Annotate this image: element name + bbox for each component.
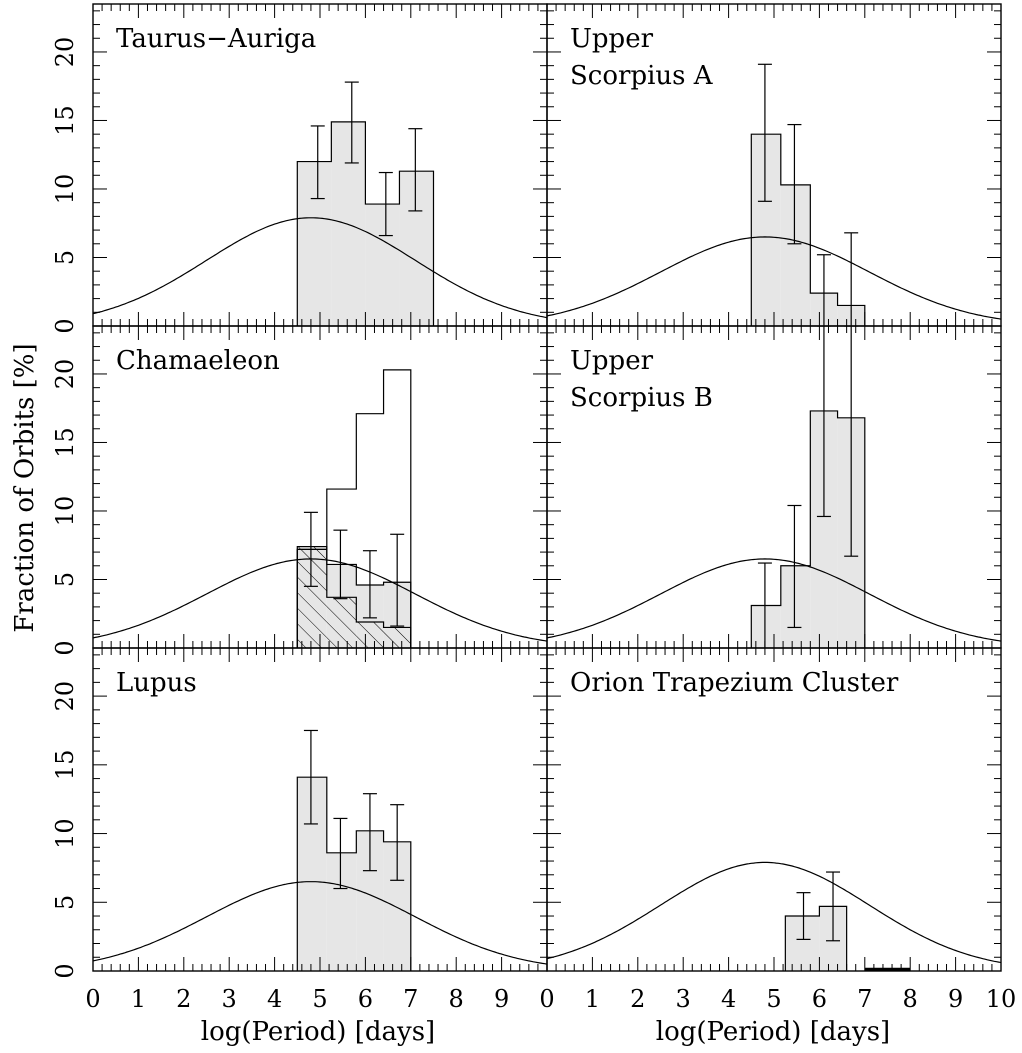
x-tick-label: 1 xyxy=(585,985,600,1013)
panel-2: Upper Scorpius A xyxy=(546,3,1002,327)
histogram-bar xyxy=(751,605,781,648)
x-tick-label: 7 xyxy=(403,985,418,1013)
gaussian-curve xyxy=(93,217,547,319)
histogram-bar xyxy=(297,777,327,971)
x-tick-label: 4 xyxy=(721,985,736,1013)
plot-area xyxy=(547,326,1001,648)
panel-title: Scorpius B xyxy=(570,383,713,413)
x-tick-label: 2 xyxy=(630,985,645,1013)
panel-6: Orion Trapezium Cluster xyxy=(546,647,1002,972)
histogram-bar xyxy=(326,852,357,971)
y-tick-label: 15 xyxy=(51,750,79,781)
y-tick-label: 0 xyxy=(51,318,79,333)
x-tick-label: 2 xyxy=(176,985,191,1013)
y-tick-label: 15 xyxy=(51,427,79,458)
y-tick-labels: 0 5 10 15 20 0 5 10 15 20 0 5 10 15 20 xyxy=(51,37,79,979)
gaussian-curve xyxy=(547,558,1001,642)
plot-area xyxy=(93,81,547,326)
x-tick-label: 6 xyxy=(812,985,827,1013)
y-tick-label: 5 xyxy=(51,250,79,265)
x-tick-label: 5 xyxy=(312,985,327,1013)
y-tick-label: 10 xyxy=(51,818,79,849)
x-tick-label: 0 xyxy=(85,985,100,1013)
x-tick-label: 8 xyxy=(903,985,918,1013)
hatched-bar xyxy=(326,597,357,648)
panel-4: Upper Scorpius B xyxy=(546,325,1002,649)
hatched-outline xyxy=(296,546,412,648)
histogram-outline xyxy=(784,905,848,971)
panel-title: Taurus−Auriga xyxy=(116,24,316,54)
x-tick-label: 4 xyxy=(267,985,282,1013)
histogram-bar xyxy=(780,184,811,326)
histogram-bar xyxy=(399,171,434,326)
panel-5: Lupus xyxy=(92,647,548,972)
x-tick-label: 7 xyxy=(857,985,872,1013)
y-tick-label: 5 xyxy=(51,572,79,587)
upper-histogram-outline xyxy=(296,369,412,648)
gaussian-curve xyxy=(547,861,1001,964)
x-tick-label: 3 xyxy=(222,985,237,1013)
x-tick-label: 0 xyxy=(539,985,554,1013)
plot-area xyxy=(547,63,1001,326)
panel-title: Scorpius A xyxy=(570,61,714,91)
histogram-bar xyxy=(751,134,781,326)
gaussian-curve xyxy=(93,558,547,642)
panel-title: Upper xyxy=(570,24,654,54)
y-tick-label: 0 xyxy=(51,963,79,978)
y-tick-label: 20 xyxy=(51,359,79,390)
y-tick-label: 0 xyxy=(51,640,79,655)
y-axis-label: Fraction of Orbits [%] xyxy=(10,343,40,632)
y-tick-label: 10 xyxy=(51,174,79,205)
y-tick-label: 20 xyxy=(51,681,79,712)
histogram-bar xyxy=(780,565,811,648)
x-tick-label: 9 xyxy=(494,985,509,1013)
hatched-bar xyxy=(297,546,327,648)
x-tick-label: 5 xyxy=(766,985,781,1013)
plot-area xyxy=(547,861,1001,971)
x-tick-label: 9 xyxy=(948,985,963,1013)
panel-title: Orion Trapezium Cluster xyxy=(570,668,899,698)
hatched-bar xyxy=(356,621,384,648)
plot-area xyxy=(93,369,547,648)
x-axis-label-left: log(Period) [days] xyxy=(201,1017,435,1047)
x-tick-label: 10 xyxy=(986,985,1017,1013)
x-tick-label: 3 xyxy=(676,985,691,1013)
panel-3: Chamaeleon xyxy=(92,325,548,649)
y-tick-label: 10 xyxy=(51,496,79,527)
x-tick-label: 8 xyxy=(449,985,464,1013)
panel-title: Chamaeleon xyxy=(116,346,280,376)
gaussian-curve xyxy=(547,236,1001,320)
plot-area xyxy=(93,729,547,971)
x-tick-label: 1 xyxy=(131,985,146,1013)
histogram-bar xyxy=(365,204,400,326)
panel-1: Taurus−Auriga xyxy=(92,3,548,327)
y-tick-label: 5 xyxy=(51,895,79,910)
y-tick-label: 20 xyxy=(51,37,79,68)
histogram-bar xyxy=(297,161,332,326)
x-tick-labels: 0 1 2 3 4 5 6 7 8 9 0 1 2 3 4 5 6 7 8 9 10 xyxy=(85,985,1016,1013)
x-axis-label-right: log(Period) [days] xyxy=(656,1017,890,1047)
panel-title: Upper xyxy=(570,346,654,376)
histogram-bar xyxy=(785,916,820,971)
histogram-outline xyxy=(296,121,435,326)
x-tick-label: 6 xyxy=(358,985,373,1013)
hatched-bar xyxy=(383,627,411,648)
panel-title: Lupus xyxy=(116,668,197,698)
panels: Taurus−Auriga Upper Scorpius A Chamaeleon Up… xyxy=(92,3,1002,972)
y-tick-label: 15 xyxy=(51,105,79,136)
gaussian-curve xyxy=(93,881,547,965)
